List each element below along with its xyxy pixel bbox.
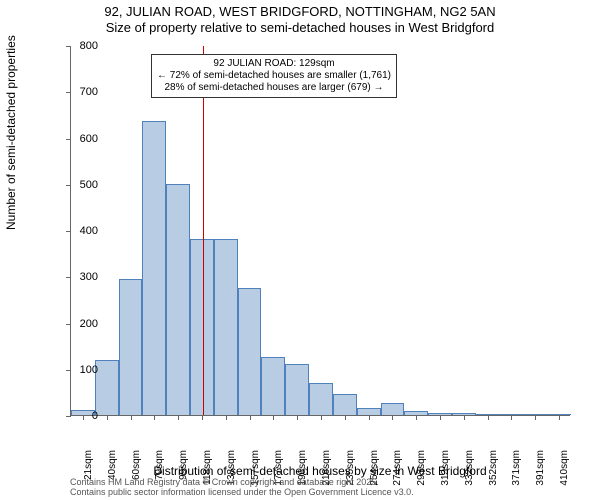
annotation-line-3: 28% of semi-detached houses are larger (…: [157, 82, 391, 94]
histogram-bar: [166, 184, 190, 415]
xtick-mark: [178, 415, 179, 420]
ytick-label: 200: [68, 318, 98, 330]
xtick-mark: [131, 415, 132, 420]
xtick-mark: [273, 415, 274, 420]
xtick-mark: [559, 415, 560, 420]
ytick-label: 100: [68, 364, 98, 376]
histogram-bar: [119, 279, 143, 415]
xtick-mark: [297, 415, 298, 420]
histogram-bar: [357, 408, 381, 415]
x-axis-label: Distribution of semi-detached houses by …: [70, 464, 570, 478]
annotation-line-1: 92 JULIAN ROAD: 129sqm: [157, 58, 391, 70]
chart-container: 92, JULIAN ROAD, WEST BRIDGFORD, NOTTING…: [0, 0, 600, 500]
title-line-1: 92, JULIAN ROAD, WEST BRIDGFORD, NOTTING…: [0, 4, 600, 19]
plot-area: 21sqm40sqm60sqm79sqm99sqm118sqm138sqm157…: [70, 46, 570, 416]
ytick-label: 400: [68, 225, 98, 237]
annotation-box: 92 JULIAN ROAD: 129sqm← 72% of semi-deta…: [151, 54, 397, 98]
ytick-label: 700: [68, 86, 98, 98]
ytick-label: 0: [68, 410, 98, 422]
histogram-bar: [190, 239, 214, 415]
xtick-mark: [226, 415, 227, 420]
xtick-mark: [250, 415, 251, 420]
xtick-mark: [488, 415, 489, 420]
ytick-label: 800: [68, 40, 98, 52]
xtick-mark: [392, 415, 393, 420]
y-axis-label: Number of semi-detached properties: [4, 35, 18, 230]
ytick-label: 500: [68, 179, 98, 191]
histogram-bar: [142, 121, 166, 415]
histogram-bar: [285, 364, 309, 415]
title-block: 92, JULIAN ROAD, WEST BRIDGFORD, NOTTING…: [0, 0, 600, 35]
histogram-bar: [309, 383, 333, 415]
histogram-bar: [214, 239, 238, 415]
reference-line: [203, 46, 204, 415]
footer-attribution: Contains HM Land Registry data © Crown c…: [70, 478, 414, 498]
footer-line-2: Contains public sector information licen…: [70, 488, 414, 498]
ytick-label: 300: [68, 271, 98, 283]
xtick-mark: [154, 415, 155, 420]
xtick-mark: [416, 415, 417, 420]
xtick-mark: [202, 415, 203, 420]
histogram-bar: [238, 288, 262, 415]
annotation-line-2: ← 72% of semi-detached houses are smalle…: [157, 70, 391, 82]
title-line-2: Size of property relative to semi-detach…: [0, 20, 600, 35]
xtick-mark: [511, 415, 512, 420]
histogram-bar: [333, 394, 357, 415]
ytick-label: 600: [68, 133, 98, 145]
xtick-mark: [345, 415, 346, 420]
xtick-mark: [321, 415, 322, 420]
histogram-bar: [261, 357, 285, 415]
xtick-mark: [369, 415, 370, 420]
histogram-bar: [95, 360, 119, 416]
histogram-bar: [381, 403, 405, 415]
xtick-mark: [464, 415, 465, 420]
xtick-mark: [440, 415, 441, 420]
xtick-mark: [535, 415, 536, 420]
xtick-mark: [107, 415, 108, 420]
